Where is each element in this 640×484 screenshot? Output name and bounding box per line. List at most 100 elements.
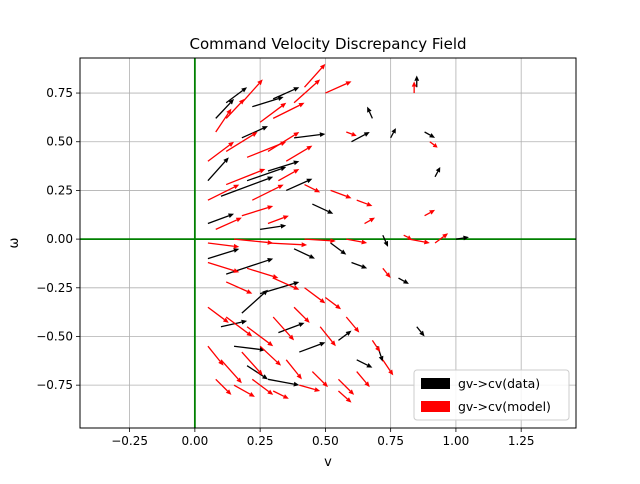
quiver-arrow	[267, 132, 300, 153]
x-tick-label: 1.25	[508, 434, 535, 448]
quiver-arrow	[207, 306, 229, 323]
quiver-arrow	[252, 184, 284, 201]
quiver-arrow	[408, 238, 430, 245]
quiver-arrow	[233, 384, 255, 397]
quiver-arrow	[356, 371, 370, 388]
quiver-arrow	[285, 145, 313, 162]
quiver-arrow	[293, 306, 310, 323]
y-tick-label: −0.75	[36, 378, 73, 392]
chart-title: Command Velocity Discrepancy Field	[189, 35, 466, 53]
quiver-arrow	[311, 371, 328, 388]
quiver-arrow	[304, 238, 336, 244]
quiver-arrow	[424, 131, 436, 138]
quiver-arrow	[299, 384, 321, 392]
quiver-arrow	[225, 258, 274, 275]
quiver-arrow	[207, 248, 240, 260]
quiver-arrow	[293, 132, 326, 139]
quiver-arrow	[304, 287, 326, 304]
quiver-arrow	[207, 141, 235, 162]
quiver-arrow	[267, 160, 300, 172]
quiver-arrow	[319, 326, 336, 347]
y-tick-label: 0.75	[46, 86, 73, 100]
quiver-arrow	[424, 209, 436, 217]
quiver-arrow	[293, 248, 315, 259]
series-data	[207, 75, 469, 387]
quiver-arrow	[220, 359, 242, 384]
x-tick-label: 1.00	[443, 434, 470, 448]
quiver-arrow	[382, 267, 391, 279]
quiver-arrow	[285, 359, 302, 380]
quiver-arrow	[414, 75, 420, 88]
quiver-arrow	[382, 359, 394, 376]
quiver-arrow	[351, 261, 368, 269]
quiver-arrow	[278, 322, 305, 334]
quiver-arrow	[338, 330, 352, 341]
plot-background	[80, 58, 576, 428]
quiver-arrow	[225, 281, 253, 294]
y-tick-label: −0.50	[36, 329, 73, 343]
quiver-arrow	[398, 277, 409, 284]
quiver-arrow	[267, 242, 308, 248]
quiver-arrow	[220, 176, 274, 197]
quiver-arrow	[215, 217, 242, 230]
quiver-arrow	[207, 213, 235, 225]
x-tick-label: 0.00	[182, 434, 209, 448]
quiver-arrow	[220, 319, 248, 328]
quiver-arrow	[241, 79, 263, 104]
quiver-arrow	[351, 132, 370, 143]
quiver-arrow	[364, 217, 375, 225]
quiver-arrow	[252, 96, 284, 108]
x-axis-label: v	[324, 455, 332, 470]
quiver-arrow	[233, 345, 266, 352]
quiver-arrow	[346, 131, 357, 137]
y-tick-label: 0.00	[46, 232, 73, 246]
y-tick-label: −0.25	[36, 281, 73, 295]
quiver-arrow	[356, 199, 373, 207]
reference-lines	[80, 58, 576, 428]
quiver-arrow	[356, 359, 373, 368]
quiver-arrow	[325, 81, 352, 94]
x-tick-label: −0.25	[111, 434, 148, 448]
quiver-arrow	[416, 326, 425, 337]
quiver-arrow	[330, 189, 352, 199]
quiver-arrow	[267, 215, 289, 225]
quiver-arrow	[285, 178, 313, 192]
x-tick-label: 0.25	[247, 434, 274, 448]
quiver-arrow	[455, 235, 469, 241]
x-tick-label: 0.50	[312, 434, 339, 448]
y-ticks: −0.75 −0.50 −0.25 0.00 0.25 0.50 0.75	[36, 86, 80, 392]
quiver-arrow	[345, 316, 360, 333]
quiver-arrow	[251, 378, 274, 395]
quiver-arrow	[259, 102, 287, 123]
quiver-arrow	[225, 132, 258, 153]
quiver-arrow	[304, 63, 326, 88]
quiver-arrow	[241, 351, 263, 376]
quiver-arrow	[272, 316, 295, 341]
quiver-arrow	[246, 166, 287, 182]
quiver-arrow	[272, 277, 300, 290]
quiver-arrow	[272, 87, 300, 100]
quiver-arrow	[207, 157, 229, 182]
legend-label-data: gv->cv(data)	[458, 376, 540, 391]
quiver-arrow	[246, 365, 268, 380]
quiver-arrow	[338, 390, 352, 403]
series-model	[207, 63, 449, 403]
quiver-arrow	[246, 267, 279, 279]
quiver-arrow	[215, 98, 235, 119]
quiver-arrow	[272, 390, 289, 399]
quiver-arrow	[215, 378, 232, 395]
quiver-arrow	[215, 108, 232, 133]
plot-frame	[79, 57, 577, 429]
quiver-arrow	[390, 128, 396, 139]
legend-frame	[413, 369, 570, 421]
quiver-arrow	[207, 261, 240, 273]
quiver-arrow	[207, 184, 240, 201]
quiver-arrow	[225, 98, 245, 119]
quiver-arrow	[403, 234, 412, 240]
quiver-arrow	[241, 205, 274, 217]
quiver-arrow	[382, 234, 389, 247]
quiver-arrow	[259, 345, 282, 366]
legend-swatch-model	[421, 401, 450, 412]
y-tick-label: 0.50	[46, 135, 73, 149]
